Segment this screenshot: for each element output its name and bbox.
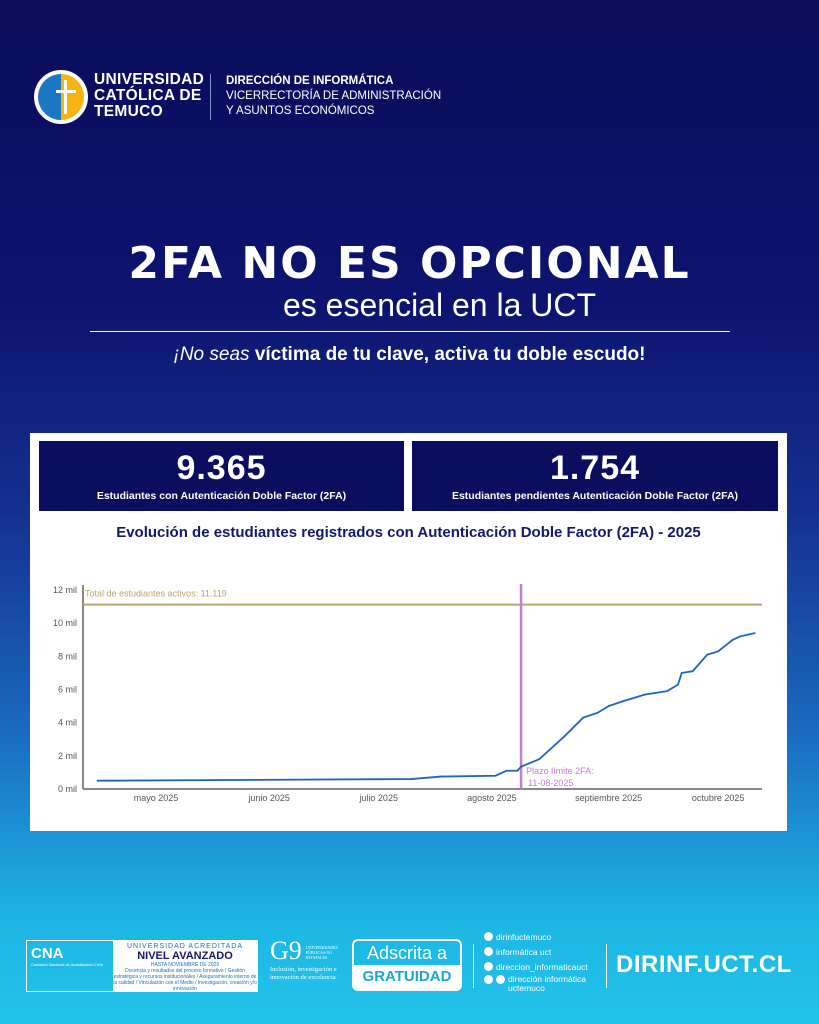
g9-logo: G9 UNIVERSIDADES PÚBLICAS NO ESTATALES In… — [270, 936, 346, 982]
data-point — [494, 774, 497, 777]
cna-accreditation-badge: CNA Comisión Nacional de Acreditación Chi… — [26, 940, 258, 992]
stat-value: 9.365 — [176, 449, 267, 487]
data-point — [410, 778, 413, 780]
department: DIRECCIÓN DE INFORMÁTICA VICERRECTORÍA D… — [226, 74, 441, 119]
stat-registered: 9.365 Estudiantes con Autenticación Dobl… — [39, 441, 404, 511]
social-links: dirinfuctemuco informática uct direccion… — [484, 930, 598, 993]
y-tick-label: 4 mil — [58, 718, 77, 728]
uni-line: CATÓLICA DE — [94, 87, 202, 104]
g9-tagline: Inclusión, investigación e innovación de… — [270, 966, 337, 981]
stat-value: 1.754 — [549, 449, 641, 487]
data-point — [607, 705, 610, 707]
data-point — [644, 693, 647, 696]
cna-level: NIVEL AVANZADO — [137, 950, 233, 962]
cna-name: CNA — [31, 945, 64, 962]
hero-title: 2FA NO ES OPCIONAL — [128, 238, 691, 289]
x-tick-label: octubre 2025 — [692, 793, 745, 803]
divider — [90, 331, 730, 332]
series-line — [97, 632, 755, 782]
data-point — [582, 716, 585, 719]
deadline-label: Plazo límite 2FA: — [526, 766, 594, 776]
g9-small: UNIVERSIDADES PÚBLICAS NO ESTATALES — [305, 945, 338, 960]
cna-line: HASTA NOVIEMBRE DE 2029 — [150, 962, 220, 968]
data-point — [677, 683, 679, 686]
data-point — [691, 670, 694, 673]
y-tick-label: 2 mil — [58, 751, 77, 761]
university-name: UNIVERSIDAD CATÓLICA DE TEMUCO — [94, 72, 204, 120]
data-point — [505, 769, 508, 772]
divider — [473, 944, 474, 988]
y-tick-label: 8 mil — [58, 651, 77, 661]
website-link[interactable]: DIRINF.UCT.CL — [616, 951, 792, 978]
uct-logo — [34, 70, 88, 124]
data-point — [739, 635, 741, 638]
linkedin-icon — [484, 947, 493, 956]
social-facebook[interactable]: dirección informática uctemuco — [484, 975, 598, 993]
subdept-line: VICERRECTORÍA DE ADMINISTRACIÓN — [226, 90, 442, 102]
x-tick-label: julio 2025 — [358, 793, 398, 803]
social-instagram[interactable]: direccion_informaticauct — [484, 960, 598, 975]
x-tick-label: junio 2025 — [247, 793, 290, 803]
divider — [210, 74, 211, 120]
stat-label: Estudiantes pendientes Autenticación Dob… — [451, 490, 739, 502]
data-point — [666, 690, 668, 693]
data-point — [563, 735, 566, 737]
data-point — [538, 758, 541, 761]
y-tick-label: 12 mil — [53, 585, 77, 595]
youtube-icon — [484, 975, 493, 984]
social-label: informática uct — [496, 947, 552, 957]
data-point — [596, 711, 599, 714]
divider — [606, 944, 607, 988]
department-name: DIRECCIÓN DE INFORMÁTICA — [226, 75, 394, 87]
cna-line: UNIVERSIDAD ACREDITADA — [127, 943, 243, 950]
y-tick-label: 10 mil — [53, 618, 77, 628]
subdept-line: Y ASUNTOS ECONÓMICOS — [226, 105, 375, 117]
data-point — [753, 632, 756, 635]
hero-subtitle: es esencial en la UCT — [282, 287, 597, 323]
stat-pending: 1.754 Estudiantes pendientes Autenticaci… — [412, 441, 778, 511]
data-point — [96, 779, 99, 782]
gratuidad-badge: Adscrita a GRATUIDAD — [352, 939, 462, 991]
x-tick-label: septiembre 2025 — [575, 793, 642, 803]
data-point — [731, 638, 734, 641]
gratuidad-line: Adscrita a — [366, 943, 448, 963]
g9-mark: G9 — [270, 936, 302, 965]
social-label: dirección informática uctemuco — [508, 974, 586, 993]
cna-small: Comisión Nacional de Acreditación Chile — [31, 962, 104, 967]
tiktok-icon — [484, 932, 493, 941]
y-tick-label: 6 mil — [58, 685, 77, 695]
social-tiktok[interactable]: dirinfuctemuco — [484, 930, 598, 945]
uni-line: UNIVERSIDAD — [94, 71, 205, 88]
data-point — [717, 650, 720, 653]
instagram-icon — [484, 962, 493, 971]
y-tick-label: 0 mil — [58, 784, 77, 794]
tag-bold: víctima de tu clave, activa tu doble esc… — [254, 344, 646, 365]
deadline-label: 11-08-2025 — [528, 778, 573, 788]
data-point — [516, 769, 519, 772]
chart-title: Evolución de estudiantes registrados con… — [116, 524, 701, 541]
social-label: direccion_informaticauct — [496, 962, 588, 972]
uni-line: TEMUCO — [94, 103, 163, 120]
data-point — [622, 700, 625, 703]
data-point — [520, 765, 522, 768]
gratuidad-line: GRATUIDAD — [354, 965, 460, 989]
data-point — [680, 672, 683, 674]
data-point — [706, 653, 709, 656]
facebook-icon — [496, 975, 505, 984]
cna-areas: Docencia y resultados del proceso format… — [113, 968, 257, 992]
hero-tagline: ¡No seas víctima de tu clave, activa tu … — [0, 344, 819, 366]
stat-label: Estudiantes con Autenticación Doble Fact… — [96, 490, 347, 502]
data-point — [439, 775, 442, 778]
x-tick-label: mayo 2025 — [134, 793, 179, 803]
reference-label: Total de estudiantes activos: 11.119 — [85, 589, 227, 599]
social-label: dirinfuctemuco — [496, 932, 552, 942]
social-linkedin[interactable]: informática uct — [484, 945, 598, 960]
tag-italic: ¡No seas — [173, 344, 250, 365]
x-tick-label: agosto 2025 — [467, 793, 517, 803]
